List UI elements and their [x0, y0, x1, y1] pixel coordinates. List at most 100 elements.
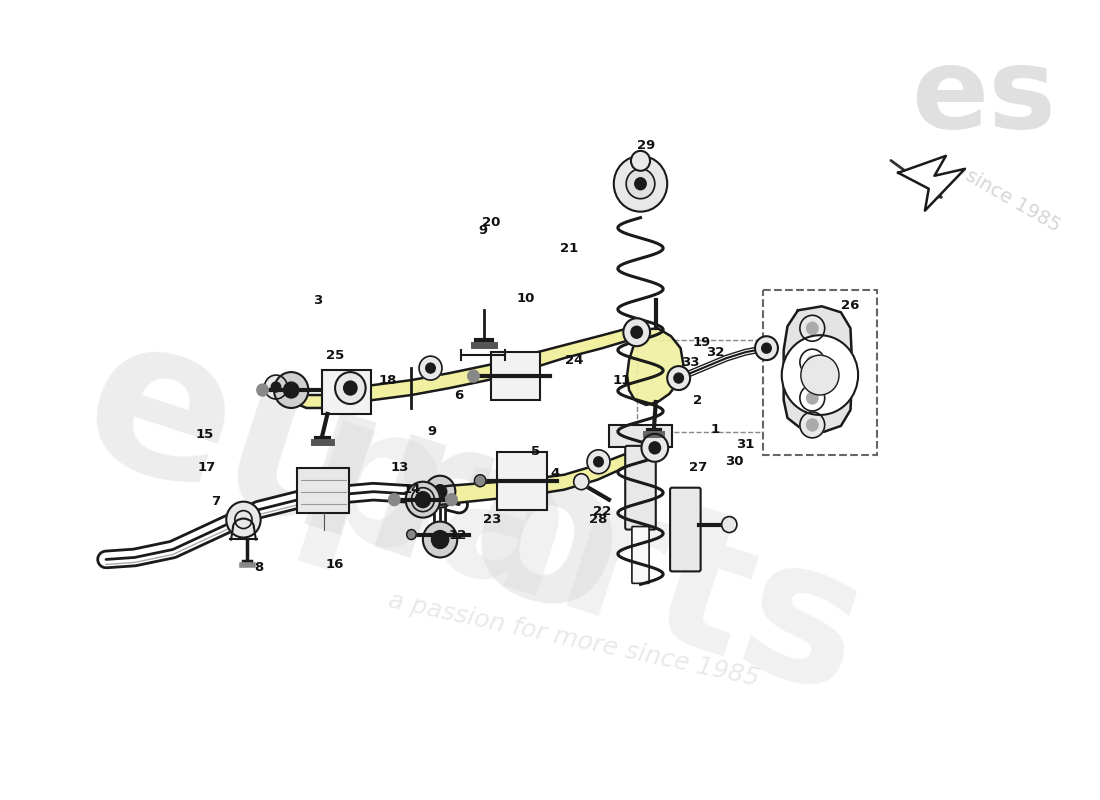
- Circle shape: [782, 335, 858, 415]
- FancyBboxPatch shape: [491, 352, 540, 400]
- Text: 15: 15: [195, 428, 213, 442]
- Text: 19: 19: [693, 336, 711, 349]
- Circle shape: [416, 492, 430, 508]
- Text: 9: 9: [478, 224, 487, 237]
- Text: euro: euro: [58, 295, 650, 665]
- Circle shape: [635, 178, 646, 190]
- Circle shape: [418, 494, 428, 505]
- Text: 33: 33: [681, 356, 700, 369]
- Text: 9: 9: [428, 426, 437, 438]
- Circle shape: [411, 488, 434, 512]
- Circle shape: [256, 384, 268, 396]
- Circle shape: [806, 392, 818, 404]
- Text: 21: 21: [560, 242, 578, 255]
- Circle shape: [587, 450, 610, 474]
- FancyBboxPatch shape: [297, 468, 350, 513]
- Text: 1: 1: [711, 423, 719, 436]
- Text: 28: 28: [590, 513, 607, 526]
- Text: a passion for more since 1985: a passion for more since 1985: [386, 588, 761, 690]
- Circle shape: [755, 336, 778, 360]
- Text: since 1985: since 1985: [961, 166, 1064, 235]
- Circle shape: [388, 494, 400, 506]
- Text: 10: 10: [517, 292, 536, 305]
- Text: 8: 8: [254, 561, 263, 574]
- Circle shape: [422, 522, 458, 558]
- Text: 26: 26: [842, 299, 860, 312]
- Text: 23: 23: [483, 513, 502, 526]
- Text: 20: 20: [483, 216, 500, 229]
- Circle shape: [446, 494, 458, 506]
- Text: 2: 2: [693, 394, 702, 406]
- Text: 18: 18: [378, 374, 397, 386]
- Circle shape: [594, 457, 603, 466]
- Circle shape: [761, 343, 771, 353]
- Circle shape: [722, 517, 737, 533]
- Circle shape: [806, 356, 818, 368]
- Circle shape: [626, 169, 654, 198]
- Circle shape: [801, 355, 839, 395]
- Circle shape: [806, 322, 818, 334]
- Circle shape: [431, 530, 449, 549]
- Circle shape: [800, 412, 825, 438]
- Text: 6: 6: [454, 389, 464, 402]
- Text: 22: 22: [593, 505, 612, 518]
- FancyBboxPatch shape: [762, 290, 877, 455]
- Circle shape: [674, 373, 683, 383]
- Text: 12: 12: [448, 529, 466, 542]
- Text: parts: parts: [280, 381, 886, 738]
- FancyBboxPatch shape: [497, 452, 547, 510]
- FancyBboxPatch shape: [321, 370, 372, 414]
- FancyBboxPatch shape: [670, 488, 701, 571]
- Circle shape: [271, 382, 281, 392]
- Text: 14: 14: [403, 483, 420, 496]
- Text: 17: 17: [197, 462, 216, 474]
- Polygon shape: [278, 382, 344, 408]
- Circle shape: [264, 375, 287, 399]
- FancyBboxPatch shape: [631, 526, 649, 583]
- Text: 3: 3: [314, 294, 322, 307]
- Circle shape: [574, 474, 589, 490]
- FancyBboxPatch shape: [625, 446, 656, 530]
- Circle shape: [649, 442, 660, 454]
- Circle shape: [800, 315, 825, 342]
- Circle shape: [406, 482, 440, 518]
- Text: 29: 29: [637, 139, 656, 152]
- Text: 13: 13: [390, 462, 409, 474]
- Polygon shape: [783, 306, 852, 432]
- Text: 4: 4: [550, 467, 559, 480]
- Circle shape: [425, 476, 455, 508]
- Circle shape: [407, 530, 416, 539]
- Polygon shape: [344, 326, 636, 405]
- Circle shape: [624, 318, 650, 346]
- Circle shape: [426, 363, 436, 373]
- Text: 7: 7: [211, 495, 220, 508]
- Circle shape: [419, 356, 442, 380]
- Circle shape: [800, 385, 825, 411]
- Text: 30: 30: [725, 455, 744, 468]
- Text: 25: 25: [326, 349, 344, 362]
- Circle shape: [641, 434, 668, 462]
- Circle shape: [800, 349, 825, 375]
- Polygon shape: [899, 156, 965, 210]
- Circle shape: [227, 502, 261, 538]
- FancyBboxPatch shape: [609, 425, 672, 447]
- Circle shape: [474, 474, 486, 486]
- Text: 32: 32: [706, 346, 724, 358]
- Circle shape: [806, 419, 818, 431]
- Text: es: es: [912, 41, 1057, 151]
- Text: 24: 24: [564, 354, 583, 366]
- Polygon shape: [627, 328, 683, 405]
- Circle shape: [343, 381, 358, 395]
- Circle shape: [336, 372, 365, 404]
- Circle shape: [468, 370, 480, 382]
- Circle shape: [274, 372, 308, 408]
- Circle shape: [284, 382, 299, 398]
- Text: 27: 27: [689, 462, 707, 474]
- Text: 31: 31: [736, 438, 755, 451]
- Circle shape: [631, 151, 650, 170]
- Circle shape: [235, 510, 252, 529]
- Circle shape: [668, 366, 690, 390]
- Text: 5: 5: [531, 446, 540, 458]
- Text: 16: 16: [326, 558, 344, 571]
- Circle shape: [614, 156, 668, 212]
